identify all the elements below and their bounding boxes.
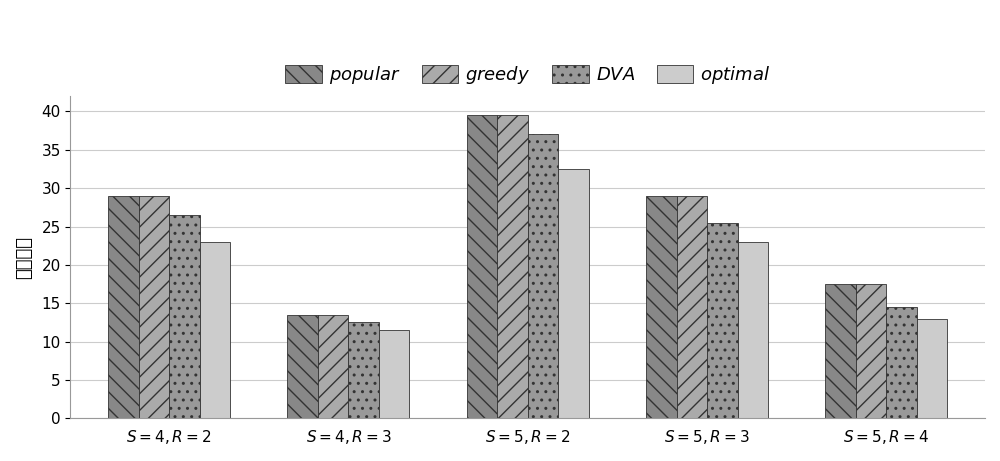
Bar — [738, 242, 768, 418]
Bar — [646, 196, 677, 418]
Bar — [558, 169, 589, 418]
Bar — [169, 215, 200, 418]
Bar — [108, 196, 139, 418]
Bar — [886, 307, 917, 418]
Legend: $\it{popular}$, $\it{greedy}$, $\it{DVA}$, $\it{optimal}$: $\it{popular}$, $\it{greedy}$, $\it{DVA}… — [278, 57, 777, 93]
Bar — [528, 135, 558, 418]
Y-axis label: 通信负载: 通信负载 — [15, 236, 33, 279]
Bar — [677, 196, 707, 418]
Bar — [467, 115, 497, 418]
Bar — [825, 284, 856, 418]
Bar — [497, 115, 528, 418]
Bar — [139, 196, 169, 418]
Bar — [856, 284, 886, 418]
Bar — [379, 330, 409, 418]
Bar — [200, 242, 230, 418]
Bar — [917, 319, 947, 418]
Bar — [348, 322, 379, 418]
Bar — [318, 315, 348, 418]
Bar — [707, 223, 738, 418]
Bar — [287, 315, 318, 418]
